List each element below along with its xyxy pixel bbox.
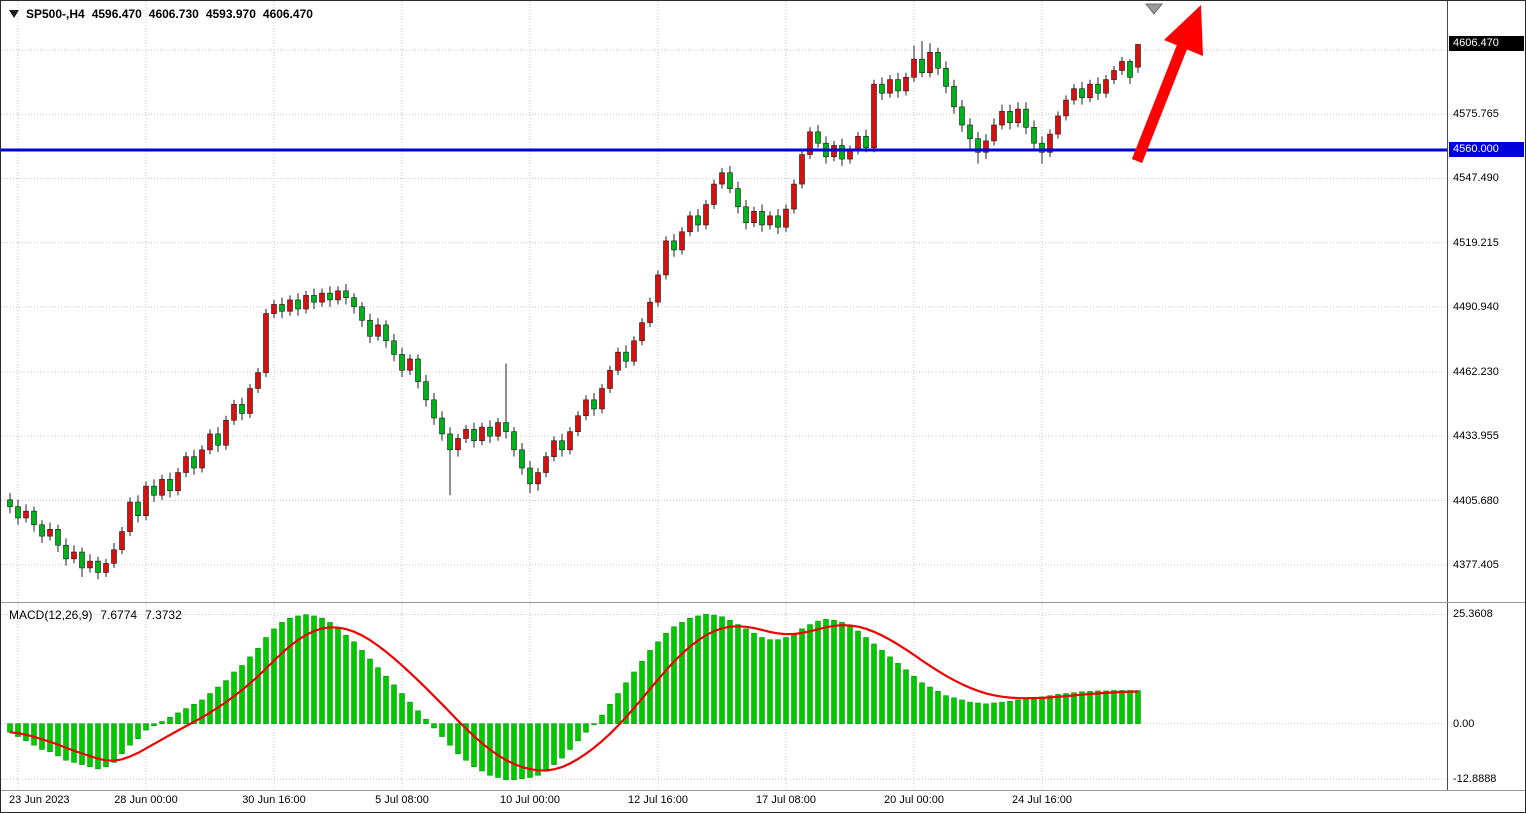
price-axis-label: 4433.955: [1453, 430, 1499, 443]
time-axis-label: 5 Jul 08:00: [375, 794, 429, 806]
candlestick-chart-canvas[interactable]: [1, 1, 1447, 602]
time-axis-label: 30 Jun 16:00: [242, 794, 306, 806]
price-axis-label: 4519.215: [1453, 236, 1499, 249]
price-axis-label: 4462.230: [1453, 366, 1499, 379]
time-axis-label: 20 Jul 00:00: [884, 794, 944, 806]
macd-panel[interactable]: MACD(12,26,9) 7.6774 7.3732: [1, 603, 1447, 790]
macd-indicator-label: MACD(12,26,9): [9, 608, 93, 622]
trend-arrow-annotation[interactable]: [1131, 5, 1203, 164]
macd-signal-line: [9, 624, 1139, 772]
price-axis-label: 4377.405: [1453, 558, 1499, 571]
close-value: 4606.470: [262, 7, 313, 21]
time-axis-label: 10 Jul 00:00: [500, 794, 560, 806]
price-axis[interactable]: 4575.765 4547.490 4519.215 4490.940 4462.230…: [1447, 1, 1525, 790]
macd-axis-label: 0.00: [1453, 717, 1475, 730]
time-axis-label: 28 Jun 00:00: [114, 794, 178, 806]
time-axis-separator: [1, 790, 1525, 791]
time-axis-label: 12 Jul 16:00: [628, 794, 688, 806]
chart-title: SP500-,H4 4596.470 4606.730 4593.970 460…: [9, 7, 313, 21]
low-value: 4593.970: [205, 7, 256, 21]
price-axis-label: 4405.680: [1453, 494, 1499, 507]
macd-axis-label: -12.8888: [1453, 773, 1497, 786]
macd-histogram: [7, 613, 1141, 780]
price-chart-area[interactable]: SP500-,H4 4596.470 4606.730 4593.970 460…: [1, 1, 1447, 602]
macd-title: MACD(12,26,9) 7.6774 7.3732: [9, 608, 182, 622]
price-axis-label: 4547.490: [1453, 172, 1499, 185]
macd-chart-canvas[interactable]: [1, 603, 1447, 790]
current-price-badge: 4606.470: [1449, 36, 1524, 52]
price-axis-label: 4490.940: [1453, 300, 1499, 313]
time-axis[interactable]: 23 Jun 2023 28 Jun 00:00 30 Jun 16:00 5 Jul…: [1, 790, 1447, 812]
macd-signal-value: 7.3732: [145, 608, 182, 622]
price-axis-label: 4575.765: [1453, 108, 1499, 121]
panel-separator[interactable]: [1, 602, 1525, 603]
time-axis-label: 24 Jul 16:00: [1012, 794, 1072, 806]
symbol-icon: [9, 10, 19, 18]
symbol-period-label: SP500-,H4: [26, 7, 85, 21]
open-value: 4596.470: [91, 7, 142, 21]
high-value: 4606.730: [148, 7, 199, 21]
chart-shift-marker-icon[interactable]: [1144, 3, 1164, 15]
level-price-badge: 4560.000: [1449, 142, 1524, 157]
time-axis-label: 23 Jun 2023: [9, 794, 70, 806]
time-axis-label: 17 Jul 08:00: [756, 794, 816, 806]
macd-main-value: 7.6774: [100, 608, 138, 622]
candlestick-series: [7, 40, 1141, 580]
macd-axis-label: 25.3608: [1453, 608, 1493, 621]
